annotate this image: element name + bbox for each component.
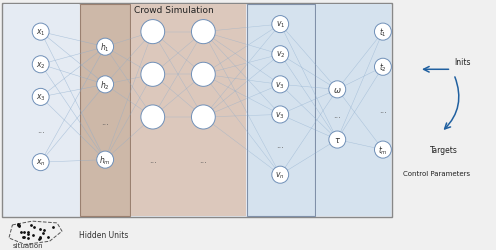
Circle shape xyxy=(272,166,289,184)
FancyBboxPatch shape xyxy=(2,4,392,218)
Circle shape xyxy=(374,142,391,158)
Text: $x_{n}$: $x_{n}$ xyxy=(36,157,46,168)
Text: Targets: Targets xyxy=(430,145,458,154)
Circle shape xyxy=(141,63,165,87)
Text: $v_{2}$: $v_{2}$ xyxy=(276,50,285,60)
Circle shape xyxy=(141,106,165,130)
Text: $t_{m}$: $t_{m}$ xyxy=(378,144,388,156)
FancyBboxPatch shape xyxy=(80,5,130,216)
Circle shape xyxy=(272,16,289,34)
Circle shape xyxy=(32,56,49,74)
Text: Hidden Units: Hidden Units xyxy=(79,230,129,239)
Circle shape xyxy=(329,132,346,148)
Text: $h_{m}$: $h_{m}$ xyxy=(99,154,111,166)
Text: $t_{2}$: $t_{2}$ xyxy=(379,61,387,74)
Text: $ω$: $ω$ xyxy=(333,86,342,94)
Text: ...: ... xyxy=(149,156,157,164)
Text: $v_{1}$: $v_{1}$ xyxy=(276,20,285,30)
Text: $x_{3}$: $x_{3}$ xyxy=(36,92,46,103)
Circle shape xyxy=(191,63,215,87)
Text: ...: ... xyxy=(199,156,207,164)
Text: Inits: Inits xyxy=(454,57,470,66)
Text: $v_{3}$: $v_{3}$ xyxy=(275,110,285,120)
Circle shape xyxy=(191,106,215,130)
Text: situation: situation xyxy=(12,242,43,248)
Circle shape xyxy=(32,24,49,41)
Text: $x_{1}$: $x_{1}$ xyxy=(36,27,46,38)
Text: ...: ... xyxy=(379,106,387,114)
Text: Crowd Simulation: Crowd Simulation xyxy=(134,6,213,15)
Circle shape xyxy=(32,154,49,171)
Circle shape xyxy=(374,24,391,41)
Text: ...: ... xyxy=(333,110,341,120)
Text: ...: ... xyxy=(276,140,284,149)
Circle shape xyxy=(329,82,346,98)
Circle shape xyxy=(97,152,114,168)
Text: $h_{1}$: $h_{1}$ xyxy=(100,41,110,54)
FancyBboxPatch shape xyxy=(316,5,391,216)
Text: Control Parameters: Control Parameters xyxy=(403,170,470,176)
Circle shape xyxy=(141,20,165,44)
Text: $t_{1}$: $t_{1}$ xyxy=(379,26,387,39)
Circle shape xyxy=(272,46,289,64)
Circle shape xyxy=(272,106,289,124)
Circle shape xyxy=(97,76,114,94)
Circle shape xyxy=(97,39,114,56)
Text: $v_{3}$: $v_{3}$ xyxy=(275,80,285,90)
Text: $v_{n}$: $v_{n}$ xyxy=(275,170,285,180)
FancyBboxPatch shape xyxy=(131,5,246,216)
Circle shape xyxy=(191,20,215,44)
Text: $h_{2}$: $h_{2}$ xyxy=(100,79,110,91)
Text: $τ$: $τ$ xyxy=(334,136,341,144)
Circle shape xyxy=(272,76,289,94)
Text: ...: ... xyxy=(101,118,109,127)
FancyBboxPatch shape xyxy=(247,5,315,216)
Circle shape xyxy=(32,89,49,106)
Text: $x_{2}$: $x_{2}$ xyxy=(36,60,46,70)
FancyBboxPatch shape xyxy=(4,5,79,216)
Circle shape xyxy=(374,59,391,76)
Text: ...: ... xyxy=(37,126,45,134)
